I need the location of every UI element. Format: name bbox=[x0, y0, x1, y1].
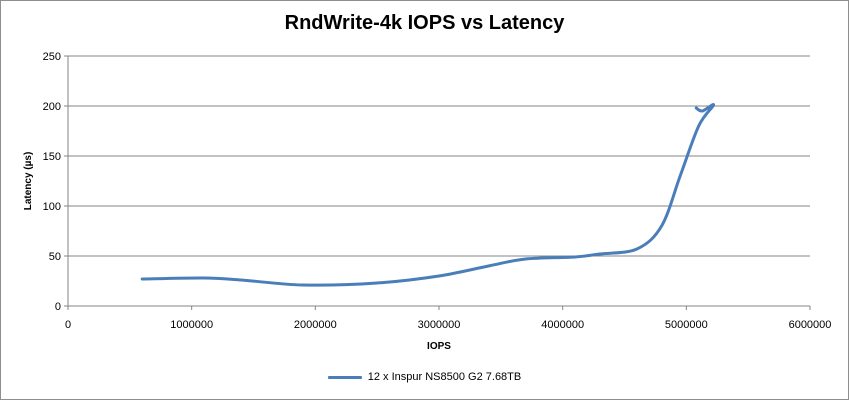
x-tick-label-4: 4000000 bbox=[541, 319, 584, 331]
series-0-point-0 bbox=[141, 277, 144, 281]
legend-label: 12 x Inspur NS8500 G2 7.68TB bbox=[367, 371, 522, 383]
x-tick-label-0: 0 bbox=[65, 319, 71, 331]
legend: 12 x Inspur NS8500 G2 7.68TB bbox=[0, 371, 849, 383]
series-0-point-5 bbox=[437, 274, 441, 278]
y-tick-label-0: 0 bbox=[55, 301, 61, 313]
y-axis-label: Latency (µs) bbox=[23, 152, 34, 211]
series-0-point-12 bbox=[678, 174, 682, 178]
x-tick-label-1: 1000000 bbox=[170, 319, 213, 331]
series-0-point-6 bbox=[487, 264, 490, 268]
x-tick-label-3: 3000000 bbox=[418, 319, 461, 331]
series-0-point-16 bbox=[695, 106, 698, 110]
series-line-0 bbox=[140, 103, 716, 287]
series-0-point-9 bbox=[598, 252, 601, 256]
series-0-point-4 bbox=[375, 281, 379, 285]
x-tick-label-2: 2000000 bbox=[294, 319, 337, 331]
series-0-point-13 bbox=[697, 124, 700, 128]
series-0-point-3 bbox=[301, 283, 305, 287]
series-0-point-15 bbox=[701, 109, 704, 113]
x-axis-label: IOPS bbox=[427, 341, 451, 352]
series-0-point-1 bbox=[202, 276, 206, 280]
x-tick-label-5: 5000000 bbox=[665, 319, 708, 331]
x-tick-label-6: 6000000 bbox=[789, 319, 832, 331]
series-0-point-2 bbox=[239, 278, 243, 282]
y-tick-label-4: 200 bbox=[43, 101, 61, 113]
series-0-point-10 bbox=[635, 247, 639, 251]
chart-title: RndWrite-4k IOPS vs Latency bbox=[284, 12, 565, 34]
y-tick-label-2: 100 bbox=[43, 201, 61, 213]
y-tick-label-5: 250 bbox=[43, 51, 61, 63]
series-0-point-11 bbox=[660, 224, 663, 228]
y-tick-label-3: 150 bbox=[43, 151, 61, 163]
series-0-point-14 bbox=[712, 103, 715, 107]
series-0-point-8 bbox=[573, 255, 577, 259]
series-0-point-7 bbox=[524, 257, 527, 261]
legend-swatch bbox=[327, 375, 362, 379]
y-tick-label-1: 50 bbox=[49, 251, 61, 263]
